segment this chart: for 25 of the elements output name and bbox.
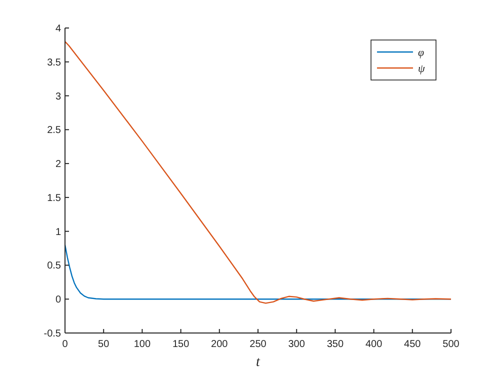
x-tick-label: 400 bbox=[365, 339, 383, 350]
legend-label: φ bbox=[418, 46, 424, 59]
x-tick-label: 200 bbox=[211, 339, 228, 350]
y-tick-label: -0.5 bbox=[44, 328, 62, 340]
y-tick-label: 2 bbox=[55, 159, 62, 170]
y-tick-label: 2.5 bbox=[47, 125, 62, 136]
x-tick-label: 50 bbox=[98, 339, 110, 350]
line-series bbox=[64, 40, 452, 304]
y-tick-label: 0 bbox=[55, 294, 62, 306]
x-axis-title: t bbox=[256, 355, 262, 370]
x-tick-label: 350 bbox=[326, 339, 344, 350]
x-tick-label: 500 bbox=[442, 339, 460, 350]
y-tick-label: 4 bbox=[55, 24, 62, 34]
x-tick-label: 150 bbox=[172, 339, 190, 350]
x-tick-label: 100 bbox=[134, 339, 151, 350]
x-tick-label: 0 bbox=[62, 339, 68, 350]
x-tick-label: 300 bbox=[288, 339, 306, 350]
x-tick-label: 450 bbox=[404, 339, 422, 350]
y-tick-label: 3 bbox=[55, 91, 62, 102]
y-tick-label: 1.5 bbox=[47, 192, 62, 204]
y-tick-label: 3.5 bbox=[47, 57, 62, 68]
y-tick-label: 0.5 bbox=[47, 260, 62, 272]
y-tick-label: 1 bbox=[55, 226, 62, 238]
legend-label: ψ bbox=[418, 62, 425, 75]
x-tick-label: 250 bbox=[250, 339, 267, 350]
